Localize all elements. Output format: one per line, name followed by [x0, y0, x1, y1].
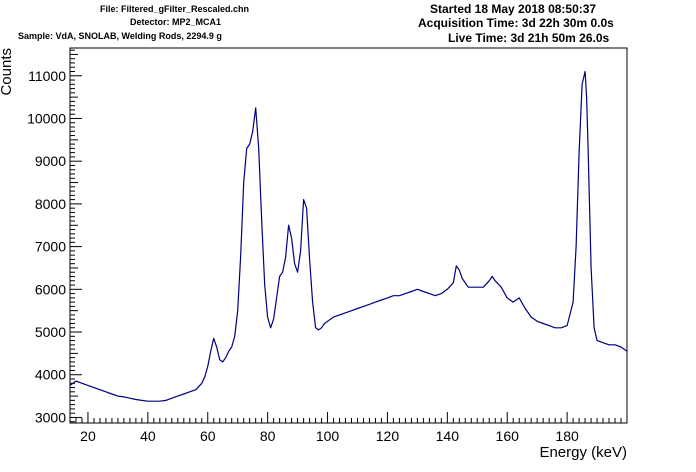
x-tick-label: 180 — [555, 428, 579, 444]
y-tick-label: 11000 — [28, 68, 66, 84]
x-tick-label: 60 — [200, 428, 216, 444]
acquisition-time-label: Acquisition Time: 3d 22h 30m 0.0s — [418, 16, 614, 30]
y-tick-label: 8000 — [35, 196, 66, 212]
x-tick-label: 140 — [436, 428, 460, 444]
started-label: Started 18 May 2018 08:50:37 — [430, 2, 597, 16]
x-tick-label: 20 — [80, 428, 96, 444]
sample-label: Sample: VdA, SNOLAB, Welding Rods, 2294.… — [18, 31, 222, 41]
x-tick-label: 80 — [260, 428, 276, 444]
spectrum-line — [69, 70, 628, 402]
y-tick-label: 6000 — [35, 281, 66, 297]
y-tick-label: 4000 — [35, 367, 66, 383]
x-tick-label: 120 — [376, 428, 400, 444]
y-tick-label: 5000 — [35, 324, 66, 340]
axis-ticks: 20 40 60 80 100 120 140 160 180 3000 4000 5000 6000 7… — [27, 49, 628, 444]
y-tick-label: 3000 — [35, 409, 66, 425]
x-axis-title: Energy (keV) — [539, 444, 627, 461]
series-layer — [69, 70, 628, 402]
live-time-label: Live Time: 3d 21h 50m 26.0s — [448, 31, 610, 45]
y-tick-label: 7000 — [35, 239, 66, 255]
x-tick-label: 40 — [140, 428, 156, 444]
plot-frame — [69, 47, 628, 424]
y-tick-label: 10000 — [27, 110, 66, 126]
x-tick-label: 100 — [316, 428, 340, 444]
file-label: File: Filtered_gFilter_Rescaled.chn — [100, 4, 250, 14]
y-axis-title: Counts — [0, 48, 15, 96]
detector-label: Detector: MP2_MCA1 — [130, 17, 222, 27]
x-tick-label: 160 — [496, 428, 520, 444]
y-tick-label: 9000 — [35, 153, 66, 169]
